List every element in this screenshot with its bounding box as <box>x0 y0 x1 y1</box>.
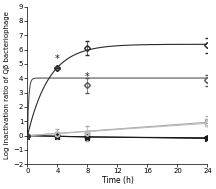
X-axis label: Time (h): Time (h) <box>102 176 133 185</box>
Text: *: * <box>55 54 60 64</box>
Text: *: * <box>85 72 90 82</box>
Legend:  <box>30 9 31 10</box>
Y-axis label: Log inactivation ratio of Qβ bacteriophage: Log inactivation ratio of Qβ bacteriopha… <box>4 12 10 159</box>
